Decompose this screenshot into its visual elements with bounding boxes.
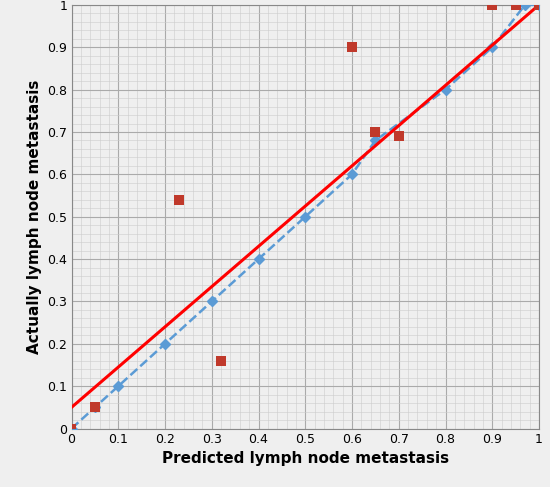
Point — [535, 1, 543, 9]
Point — [371, 128, 380, 136]
Point — [175, 196, 184, 204]
Point — [512, 1, 520, 9]
Point — [90, 403, 99, 411]
Point — [394, 132, 403, 140]
X-axis label: Predicted lymph node metastasis: Predicted lymph node metastasis — [162, 451, 449, 466]
Point — [348, 43, 356, 51]
Point — [217, 357, 226, 365]
Y-axis label: Actually lymph node metastasis: Actually lymph node metastasis — [27, 79, 42, 354]
Point — [488, 1, 497, 9]
Point — [67, 425, 76, 432]
